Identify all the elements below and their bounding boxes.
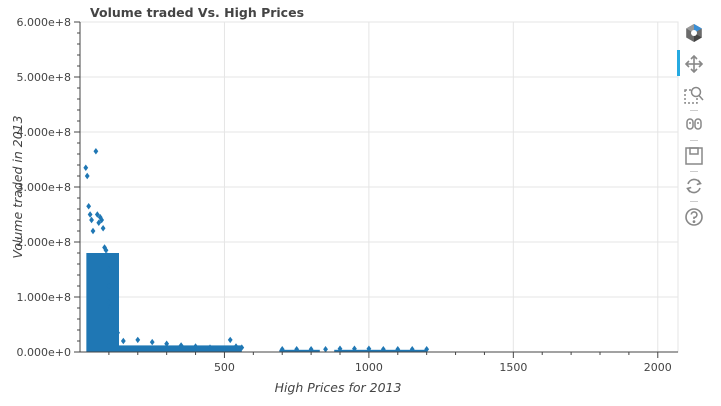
scatter-point [323, 346, 328, 353]
scatter-point [294, 346, 300, 353]
scatter-point [102, 244, 107, 251]
help-icon[interactable] [683, 206, 705, 228]
scatter-point [279, 346, 285, 353]
toolbar-separator [690, 171, 698, 172]
axes: 500 1000 1500 2000 0.000e+0 1.000e+8 2.000e+8… [17, 16, 678, 374]
scatter-point [105, 252, 110, 259]
toolbar-separator [690, 140, 698, 141]
scatter-point [97, 214, 103, 221]
scatter-point [193, 343, 198, 350]
scatter-point [380, 346, 386, 353]
scatter-point [308, 346, 314, 353]
y-tick-label: 2.000e+8 [17, 236, 71, 249]
dense-point-band [334, 349, 427, 352]
scatter-point [84, 172, 90, 180]
scatter-point [233, 343, 239, 350]
x-tick-label: 1000 [355, 361, 383, 374]
scatter-point [93, 148, 99, 155]
scatter-point [409, 346, 415, 353]
y-tick-label: 0.000e+0 [17, 346, 71, 359]
scatter-point [109, 315, 115, 323]
pan-icon[interactable] [683, 53, 705, 75]
grid [80, 21, 678, 353]
scatter-point [94, 211, 100, 218]
scatter-point [106, 299, 112, 306]
y-tick-label: 3.000e+8 [17, 181, 71, 194]
scatter-point [103, 247, 109, 254]
scatter-point [106, 282, 112, 290]
scatter-point [352, 345, 357, 352]
save-icon[interactable] [683, 145, 705, 167]
scatter-point [135, 336, 141, 344]
x-ticks: 500 1000 1500 2000 [108, 352, 672, 374]
chart-title: Volume traded Vs. High Prices [90, 5, 304, 20]
box-zoom-icon[interactable] [683, 84, 705, 106]
active-tool-indicator [677, 50, 680, 76]
toolbar-separator [690, 110, 698, 111]
scatter-point [86, 203, 92, 210]
scatter-point [100, 225, 106, 232]
scatter-point [120, 337, 126, 345]
scatter-point [149, 338, 155, 346]
scatter-point [107, 304, 113, 312]
toolbar [677, 20, 711, 240]
reset-icon[interactable] [683, 175, 705, 197]
scatter-point [337, 345, 343, 352]
scatter-point [106, 266, 112, 273]
scatter-point [83, 164, 89, 171]
x-tick-label: 1500 [499, 361, 527, 374]
dense-point-band [279, 349, 320, 352]
y-ticks: 0.000e+0 1.000e+8 2.000e+8 3.000e+8 4.000e+8… [17, 16, 80, 359]
y-tick-label: 6.000e+8 [17, 16, 71, 29]
scatter-point [227, 336, 233, 344]
y-tick-label: 5.000e+8 [17, 71, 71, 84]
dense-point-bands [86, 253, 427, 352]
x-tick-label: 2000 [644, 361, 672, 374]
scatter-point [395, 346, 401, 353]
y-tick-label: 4.000e+8 [17, 126, 71, 139]
scatter-point [164, 340, 170, 347]
x-tick-label: 500 [214, 361, 235, 374]
scatter-points [83, 148, 430, 353]
toolbar-separator [690, 201, 698, 202]
scatter-point [424, 346, 430, 353]
scatter-point [99, 216, 105, 224]
scatter-point [96, 219, 102, 226]
scatter-point [239, 344, 245, 351]
scatter-point [90, 227, 96, 235]
dense-point-band [86, 253, 119, 352]
scatter-point [89, 216, 94, 224]
wheel-zoom-icon[interactable] [683, 114, 705, 136]
dense-point-band [119, 345, 242, 352]
bokeh-logo-icon[interactable] [683, 22, 705, 44]
y-axis-label: Volume traded in 2013 [10, 115, 25, 258]
x-axis-label: High Prices for 2013 [275, 380, 402, 395]
scatter-point [115, 329, 120, 336]
scatter-point [178, 342, 184, 349]
scatter-point [87, 211, 93, 218]
scatter-point [366, 345, 372, 352]
scatter-point [113, 324, 119, 331]
scatter-point [207, 344, 213, 351]
y-tick-label: 1.000e+8 [17, 291, 71, 304]
